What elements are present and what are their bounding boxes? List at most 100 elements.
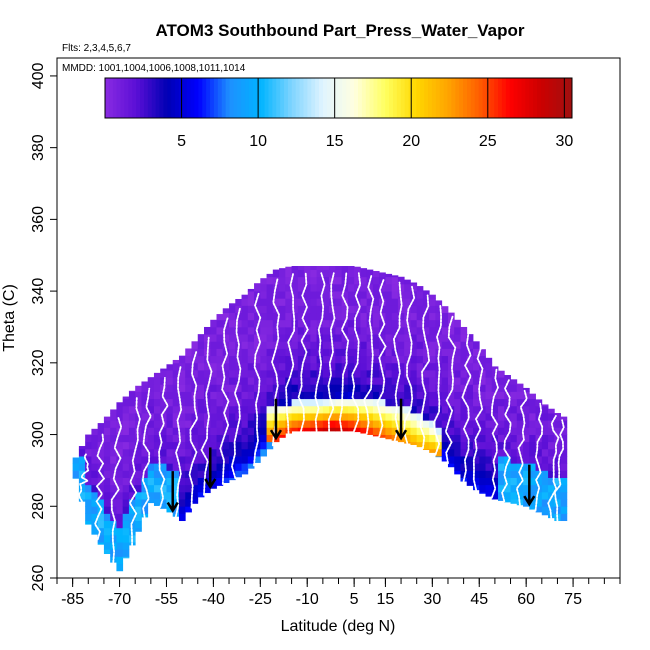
heat-cell <box>504 441 511 450</box>
heat-cell <box>416 298 424 306</box>
heat-cell <box>166 499 174 507</box>
heat-cell <box>172 377 180 385</box>
heat-cell <box>310 348 318 357</box>
heat-cell <box>397 355 405 364</box>
heat-cell <box>435 420 443 428</box>
heat-cell <box>529 441 536 450</box>
heat-cell <box>222 341 230 349</box>
heat-cell <box>429 348 436 357</box>
heat-cell <box>266 398 274 407</box>
heat-cell <box>429 420 436 428</box>
heat-cell <box>322 355 330 364</box>
colorbar-swatch <box>140 78 145 118</box>
heat-cell <box>472 341 480 349</box>
heat-cell <box>479 434 486 443</box>
heat-cell <box>397 370 405 378</box>
heat-cell <box>310 413 318 421</box>
heat-cell <box>197 491 205 498</box>
heat-cell <box>454 326 461 335</box>
colorbar-swatch <box>268 78 273 118</box>
heat-cell <box>210 463 217 471</box>
heat-cell <box>466 391 474 400</box>
heat-cell <box>435 456 443 458</box>
heat-cell <box>523 398 530 407</box>
heat-cell <box>147 456 155 464</box>
heat-cell <box>541 491 549 500</box>
heat-cell <box>397 384 405 392</box>
heat-cell <box>479 370 486 378</box>
heat-cell <box>135 385 142 392</box>
heat-cell <box>260 370 267 378</box>
heat-cell <box>510 448 518 457</box>
heat-cell <box>266 305 274 314</box>
heat-cell <box>310 312 318 321</box>
heat-cell <box>122 396 130 400</box>
heat-cell <box>103 420 111 428</box>
heat-cell <box>329 427 336 432</box>
heat-cell <box>304 384 311 392</box>
heat-cell <box>329 283 336 292</box>
heat-cell <box>372 319 380 328</box>
heat-cell <box>229 456 236 464</box>
heat-cell <box>416 305 424 314</box>
heat-cell <box>404 384 411 392</box>
heat-cell <box>147 420 155 428</box>
heat-cell <box>447 420 455 428</box>
colorbar-swatch <box>225 78 231 118</box>
heat-cell <box>260 391 267 400</box>
colorbar-swatch <box>470 78 476 118</box>
heat-cell <box>241 326 249 335</box>
colorbar-swatch <box>369 78 375 118</box>
heat-cell <box>103 456 111 464</box>
heat-cell <box>460 427 468 435</box>
heat-cell <box>153 491 161 500</box>
heat-cell <box>410 348 418 357</box>
heat-cell <box>335 405 343 414</box>
heat-cell <box>316 298 324 306</box>
heat-cell <box>529 456 536 464</box>
heat-cell <box>197 348 205 357</box>
heat-cell <box>372 341 380 349</box>
heat-cell <box>222 420 230 428</box>
heat-cell <box>523 456 530 464</box>
colorbar-swatch <box>143 78 149 118</box>
heat-cell <box>479 355 486 364</box>
heat-cell <box>479 484 486 493</box>
heat-cell <box>360 384 368 392</box>
heat-cell <box>172 463 180 471</box>
heat-cell <box>535 420 543 428</box>
heat-cell <box>479 427 486 435</box>
heat-cell <box>291 305 299 314</box>
colorbar-swatch <box>241 78 246 118</box>
heat-cell <box>216 355 224 364</box>
heat-cell <box>391 298 399 306</box>
heat-cell <box>498 456 505 464</box>
heat-cell <box>285 405 292 414</box>
heat-cell <box>410 377 418 385</box>
heat-cell <box>485 357 493 364</box>
heat-cell <box>360 276 368 285</box>
heat-cell <box>291 370 299 378</box>
heat-cell <box>122 527 130 536</box>
heat-cell <box>103 484 111 493</box>
heat-cell <box>310 362 318 371</box>
heat-cell <box>216 420 224 428</box>
heat-cell <box>241 420 249 428</box>
heat-cell <box>429 398 436 407</box>
heat-cell <box>472 463 480 471</box>
heat-cell <box>372 362 380 371</box>
heat-cell <box>416 326 424 335</box>
heat-cell <box>128 391 136 400</box>
colorbar-swatch <box>447 78 452 118</box>
heat-cell <box>291 334 299 342</box>
heat-cell <box>72 470 80 478</box>
heat-cell <box>229 420 236 428</box>
heat-cell <box>91 448 99 457</box>
heat-cell <box>422 348 430 357</box>
heat-cell <box>347 348 355 357</box>
heat-cell <box>460 405 468 414</box>
colorbar-swatch <box>505 78 511 118</box>
heat-cell <box>447 391 455 400</box>
heat-cell <box>91 520 99 529</box>
heat-cell <box>172 434 180 443</box>
